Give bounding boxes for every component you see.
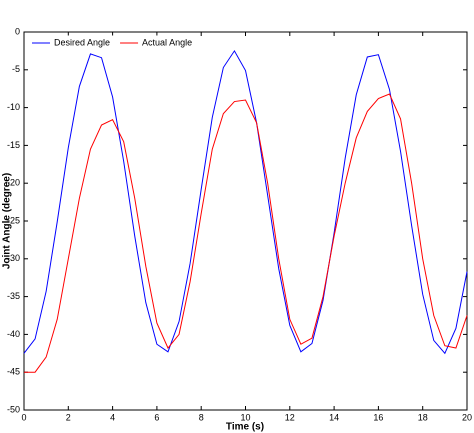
y-tick-label: -15 xyxy=(7,140,20,150)
x-tick-label: 18 xyxy=(418,412,428,422)
x-axis-label: Time (s) xyxy=(226,422,264,433)
x-tick-label: 8 xyxy=(199,412,204,422)
plot-area xyxy=(23,31,468,411)
x-tick-label: 12 xyxy=(285,412,295,422)
y-tick-label: -10 xyxy=(7,102,20,112)
x-tick-label: 16 xyxy=(373,412,383,422)
x-tick-label: 0 xyxy=(21,412,26,422)
y-axis-label: Joint Angle (degree) xyxy=(2,173,13,269)
x-tick-label: 6 xyxy=(154,412,159,422)
legend-label: Actual Angle xyxy=(142,37,192,47)
legend-label: Desired Angle xyxy=(54,37,110,47)
y-tick-label: -40 xyxy=(7,329,20,339)
line-series xyxy=(24,93,468,373)
y-tick-label: -20 xyxy=(7,178,20,188)
y-tick-label: -50 xyxy=(7,404,20,414)
x-tick-label: 20 xyxy=(462,412,472,422)
y-tick-label: -30 xyxy=(7,253,20,263)
legend-box xyxy=(27,35,189,51)
y-tick-label: -45 xyxy=(7,367,20,377)
y-tick-label: 0 xyxy=(15,26,20,36)
y-tick-label: -5 xyxy=(12,64,20,74)
x-tick-label: 14 xyxy=(329,412,339,422)
y-tick-label: -35 xyxy=(7,291,20,301)
x-tick-label: 10 xyxy=(240,412,250,422)
x-tick-label: 4 xyxy=(110,412,115,422)
x-tick-label: 2 xyxy=(66,412,71,422)
y-tick-label: -25 xyxy=(7,215,20,225)
line-series xyxy=(23,49,468,355)
